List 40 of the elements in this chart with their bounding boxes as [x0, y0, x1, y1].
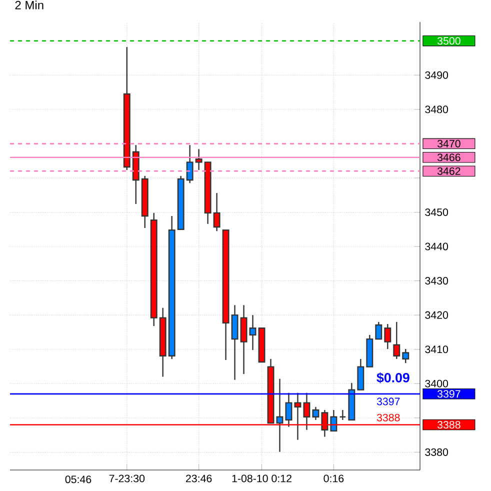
candlestick: [402, 348, 410, 364]
y-tick-label: 3480: [425, 106, 448, 114]
y-tick-label: 3450: [425, 208, 448, 216]
candlestick: [186, 144, 194, 184]
candlestick: [213, 192, 220, 232]
ref-line-label: 3466: [437, 154, 460, 162]
chart-title: 2 Min: [15, 0, 44, 10]
candlestick: [195, 148, 202, 171]
candlestick: [240, 304, 248, 375]
annotation: $0.09: [376, 372, 410, 384]
ref-line-label: 3388: [437, 420, 460, 429]
candlestick: [339, 409, 346, 421]
x-tick-label: 7-23:30: [109, 474, 145, 482]
y-tick-label: 3400: [425, 380, 448, 388]
candlestick: [357, 358, 364, 390]
candlestick: [249, 314, 256, 351]
annotation: 3388: [376, 414, 400, 422]
y-tick-label: 3420: [425, 311, 448, 319]
y-tick-label: 3410: [425, 346, 448, 354]
candlestick: [285, 392, 292, 428]
x-tick-label: 23:46: [186, 474, 212, 482]
annotation: 3397: [376, 398, 400, 406]
y-tick-label: 3430: [425, 277, 448, 285]
candlestick: [393, 321, 400, 360]
ref-line-label: 3462: [437, 167, 460, 175]
x-tick-label: 0:16: [324, 474, 344, 482]
candlestick: [375, 321, 382, 340]
ref-line-label: 3500: [437, 37, 460, 45]
candlestick: [330, 409, 338, 432]
ref-line-label: 3397: [437, 390, 460, 398]
y-tick-label: 3440: [425, 242, 448, 250]
y-tick-label: 3380: [425, 448, 448, 456]
candlestick: [312, 406, 320, 421]
candlestick: [231, 304, 238, 380]
ref-line-label: 3470: [437, 140, 460, 148]
x-tick-label: 1-08-10 0:12: [232, 474, 292, 482]
y-tick-label: 3490: [425, 71, 448, 79]
text: 05:46: [65, 476, 92, 484]
candlestick: [276, 378, 284, 452]
candlestick: [384, 323, 392, 350]
